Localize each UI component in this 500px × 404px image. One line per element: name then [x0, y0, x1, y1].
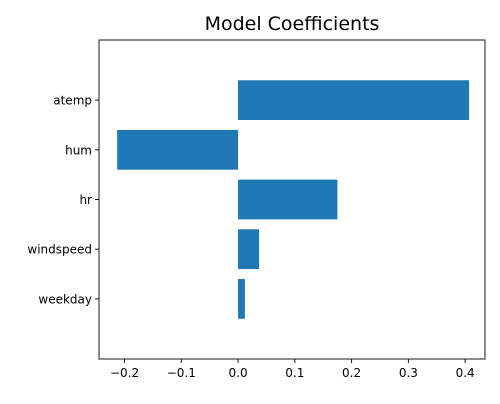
y-tick-label: atemp — [53, 94, 92, 108]
x-tick-label: 0.0 — [229, 366, 248, 380]
bar-hum — [117, 129, 239, 170]
y-tick-label: weekday — [38, 292, 92, 306]
x-tick-label: 0.3 — [399, 366, 418, 380]
bar-hr — [238, 179, 338, 220]
bar-atemp — [238, 80, 470, 120]
y-tick-label: windspeed — [27, 243, 92, 257]
bars-layer — [117, 80, 470, 319]
y-tick-label: hr — [79, 193, 92, 207]
ticks-layer: atemp hum hr windspeed weekday −0.2 −0.1 0.0 0.1… — [27, 94, 474, 380]
x-tick-label: 0.1 — [285, 366, 304, 380]
bar-weekday — [238, 279, 245, 319]
x-tick-label: 0.2 — [342, 366, 361, 380]
y-tick-label: hum — [65, 143, 92, 157]
x-tick-label: −0.2 — [110, 366, 139, 380]
x-tick-label: −0.1 — [167, 366, 196, 380]
x-tick-label: 0.4 — [456, 366, 475, 380]
bar-windspeed — [238, 229, 260, 270]
chart-title: Model Coefficients — [205, 13, 380, 35]
